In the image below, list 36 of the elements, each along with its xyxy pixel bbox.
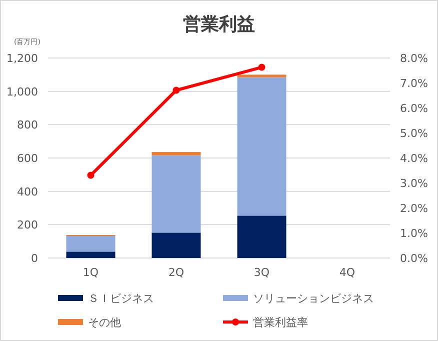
y-tick-label: 200 xyxy=(17,218,38,232)
y2-tick-label: 7.0% xyxy=(400,77,428,90)
y-tick-label: 600 xyxy=(17,152,38,165)
y2-tick-label: 6.0% xyxy=(400,102,428,115)
point xyxy=(258,64,266,71)
bar xyxy=(152,155,201,233)
y-tick-label: 400 xyxy=(17,185,38,198)
bar xyxy=(237,216,286,258)
bar xyxy=(237,77,286,216)
bar xyxy=(152,232,201,258)
legend-label: ＳＩビジネス xyxy=(88,292,154,305)
y-tick-label: 800 xyxy=(17,118,38,132)
y2-tick-label: 1.0% xyxy=(400,227,428,240)
y-tick-label: 1,200 xyxy=(6,52,38,65)
legend-label: ソリューションビジネス xyxy=(253,292,374,305)
point xyxy=(87,172,94,179)
bar xyxy=(66,236,116,252)
y2-tick-label: 5.0% xyxy=(400,127,428,140)
y2-tick-label: 3.0% xyxy=(400,177,428,190)
legend-label: 営業利益率 xyxy=(253,316,308,329)
bar xyxy=(66,252,116,258)
x-tick-label: 3Q xyxy=(254,266,270,279)
point xyxy=(172,86,180,94)
y2-tick-label: 8.0% xyxy=(400,52,428,65)
bar xyxy=(237,74,286,78)
x-tick-label: 1Q xyxy=(82,266,99,279)
y-tick-label: 0 xyxy=(31,252,38,265)
y2-tick-label: 2.0% xyxy=(400,202,428,215)
y2-tick-label: 0.0% xyxy=(400,252,428,265)
chart-title: 営業利益 xyxy=(183,14,255,35)
legend-label: その他 xyxy=(88,316,121,329)
y-tick-label: 1,000 xyxy=(6,85,38,98)
bar xyxy=(152,152,201,156)
x-tick-label: 2Q xyxy=(168,266,184,279)
x-tick-label: 4Q xyxy=(339,266,356,279)
y2-tick-label: 4.0% xyxy=(400,152,428,165)
